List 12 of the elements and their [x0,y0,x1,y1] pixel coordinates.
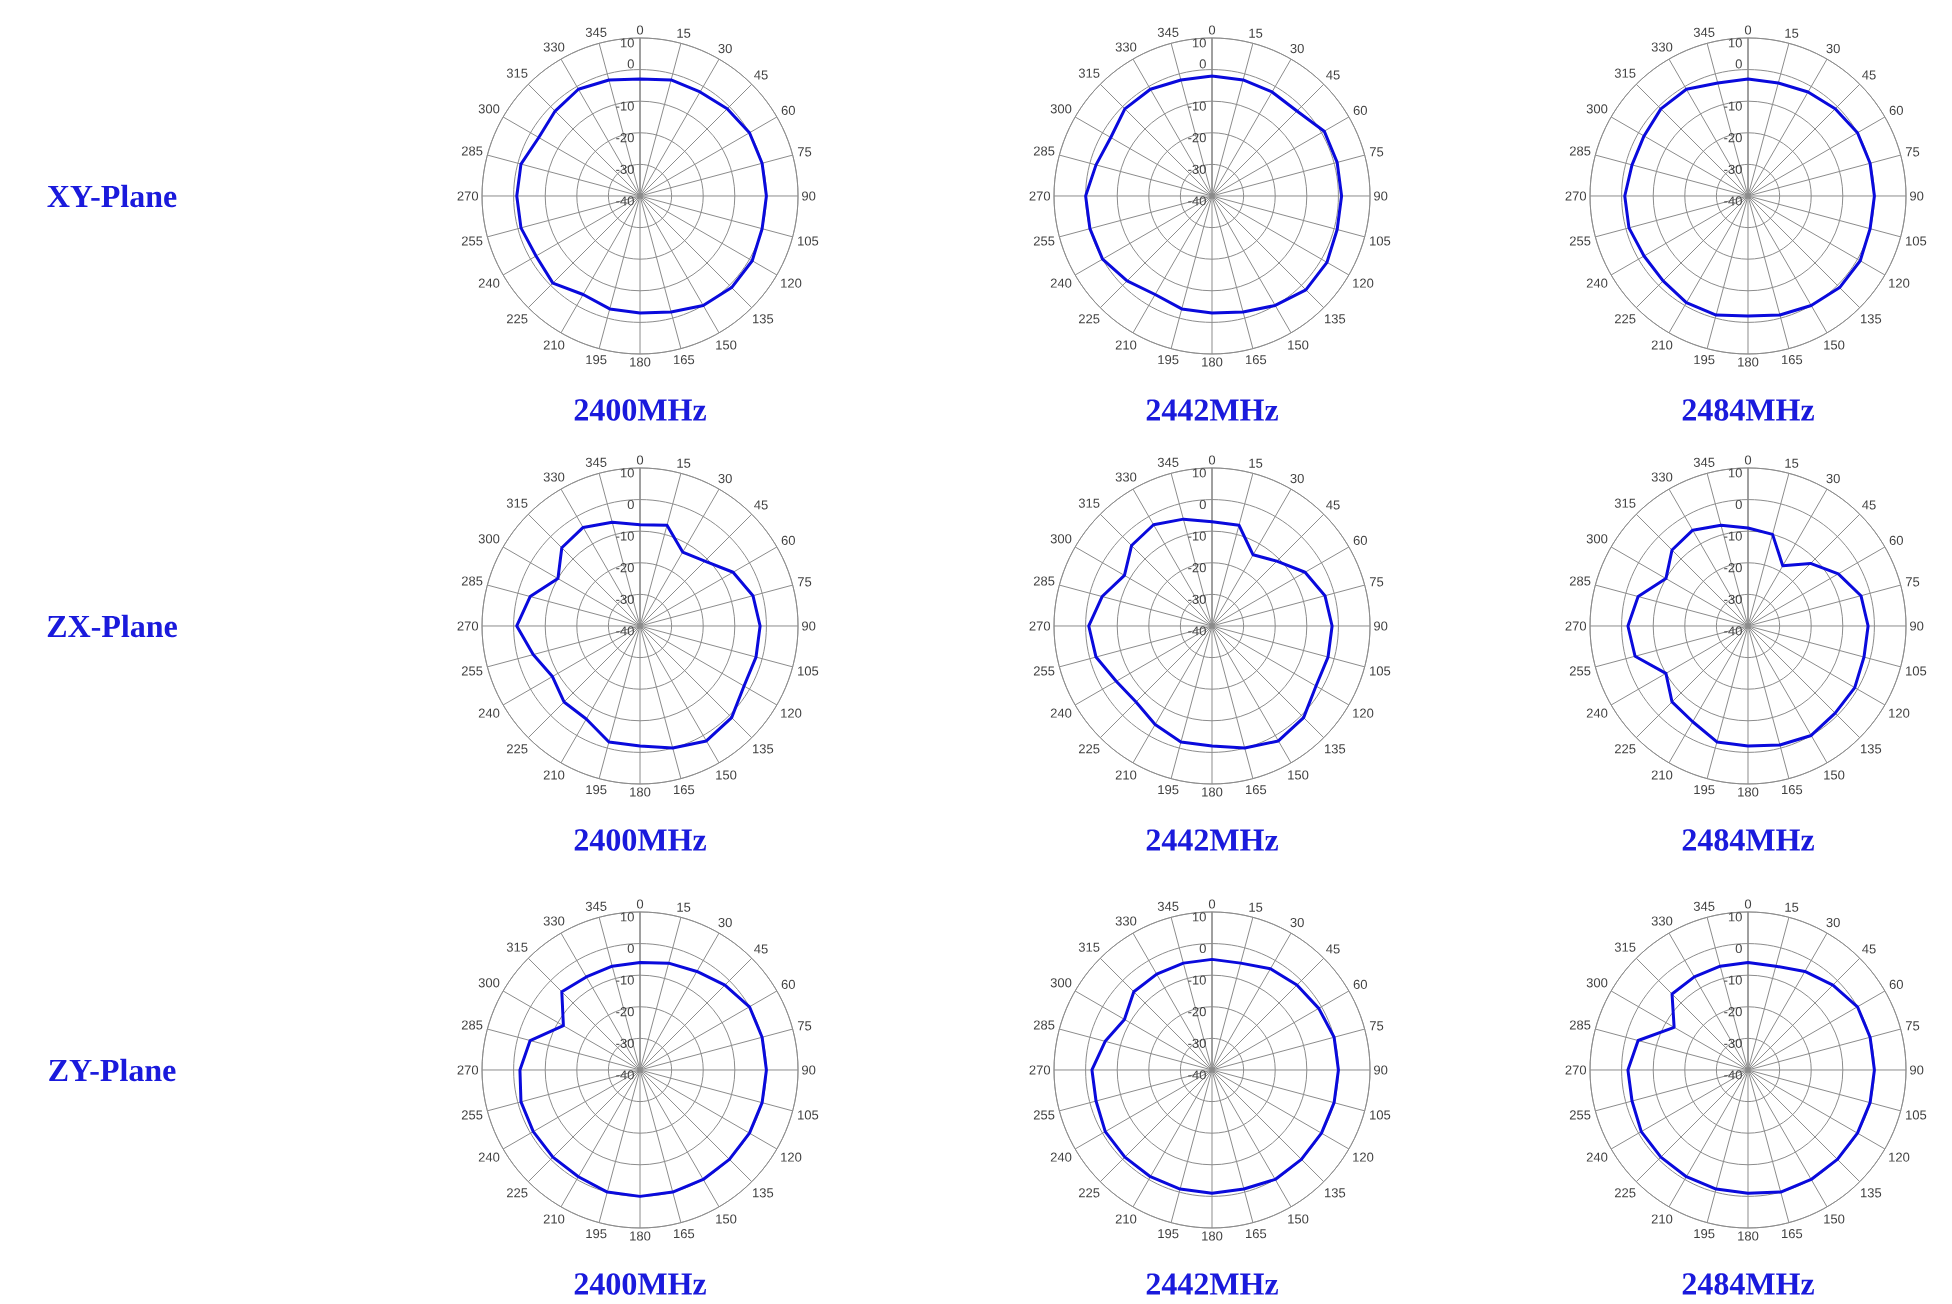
text: 2400MHz [574,829,706,851]
text: 2400MHz [574,1273,706,1295]
text: 2442MHz [1146,1273,1278,1295]
text: 2400MHz [574,399,706,421]
text: 2442MHz [1146,399,1278,421]
text: 2484MHz [1682,399,1814,421]
text: ZX-Plane [47,614,177,638]
text: ZY-Plane [49,1058,176,1082]
text: 2484MHz [1682,1273,1814,1295]
text: 2484MHz [1682,829,1814,851]
text: XY-Plane [47,184,177,208]
text: 2442MHz [1146,829,1278,851]
